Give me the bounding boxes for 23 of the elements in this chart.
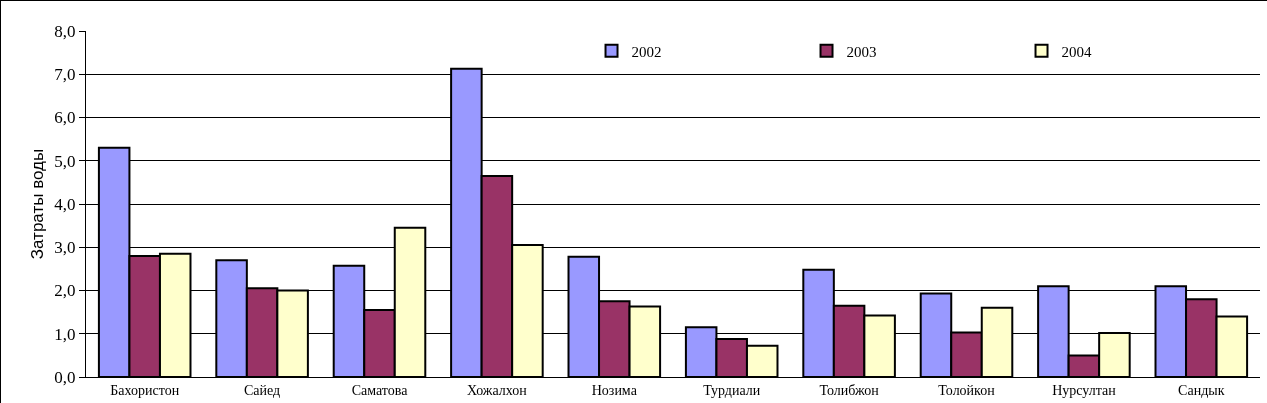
y-tick-label: 0,0 — [54, 367, 76, 387]
y-axis-title: Затраты воды — [27, 148, 47, 260]
y-tick-label: 5,0 — [54, 151, 76, 171]
y-tick-label: 8,0 — [54, 21, 76, 41]
x-tick-label: Турдиали — [703, 382, 761, 398]
legend-label: 2003 — [846, 43, 877, 60]
x-tick-label: Саматова — [351, 382, 409, 398]
x-tick-label: Хожалхон — [466, 382, 528, 398]
x-tick-label: Толойкон — [938, 382, 996, 398]
x-tick-label: Бахористон — [110, 382, 180, 398]
y-tick-label: 2,0 — [54, 281, 76, 301]
legend-label: 2004 — [1061, 43, 1093, 60]
x-tick-label: Сайед — [244, 382, 281, 398]
y-tick-label: 4,0 — [54, 194, 76, 214]
x-tick-label: Нозима — [591, 382, 638, 398]
legend-label: 2002 — [631, 43, 662, 60]
x-tick-label: Сандык — [1178, 382, 1225, 398]
y-tick-label: 1,0 — [54, 324, 76, 344]
x-tick-label: Нурсултан — [1052, 382, 1117, 398]
x-tick-label: Толибжон — [819, 382, 880, 398]
y-tick-label: 6,0 — [54, 108, 76, 128]
y-tick-label: 3,0 — [54, 238, 76, 258]
y-tick-label: 7,0 — [54, 65, 76, 85]
